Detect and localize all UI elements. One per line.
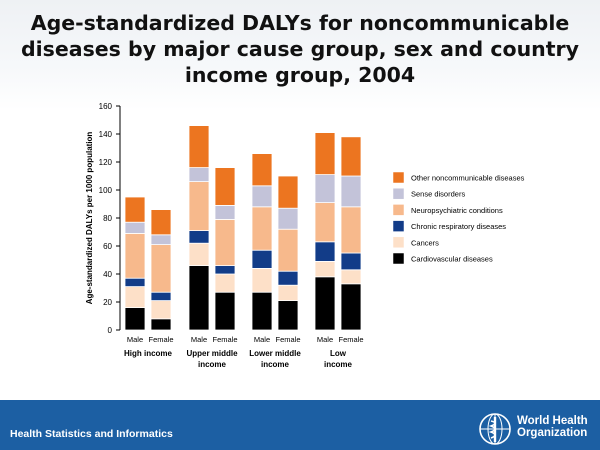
- bar-segment: [214, 204, 236, 220]
- legend-label: Cancers: [411, 238, 439, 247]
- bar-segment: [188, 230, 210, 244]
- y-tick-label: 20: [103, 298, 112, 307]
- bar-segment: [124, 307, 146, 331]
- group-label: High income: [124, 349, 173, 358]
- bar-segment: [214, 167, 236, 206]
- legend-swatch: [392, 171, 405, 184]
- bar-segment: [251, 206, 273, 251]
- bar-segment: [340, 252, 362, 271]
- bar-sex-label: Female: [275, 335, 300, 344]
- bar-segment: [340, 136, 362, 177]
- bar-segment: [314, 202, 336, 243]
- legend-swatch: [392, 220, 405, 232]
- bar-segment: [314, 241, 336, 262]
- bar-segment: [124, 286, 146, 309]
- bar-segment: [214, 273, 236, 293]
- stacked-bar-chart: 0 20 40 60 80 100 120 140 160 Age-standardized DA…: [85, 102, 525, 369]
- bar-segment: [340, 283, 362, 331]
- bar-segment: [277, 228, 299, 272]
- bar-segment: [150, 300, 172, 320]
- legend-label: Cardiovascular diseases: [411, 255, 493, 264]
- group-label: Lower middle: [249, 349, 301, 358]
- y-axis-label: Age-standardized DALYs per 1000 populati…: [85, 132, 94, 305]
- bar-segment: [188, 181, 210, 232]
- bar-sex-label: Female: [212, 335, 237, 344]
- y-tick-label: 40: [103, 270, 112, 279]
- legend-swatch: [392, 236, 405, 249]
- chart-title: Age-standardized DALYs for noncommunicab…: [20, 10, 580, 88]
- title-line-3: income group, 2004: [184, 63, 416, 87]
- group-label: Low: [330, 349, 347, 358]
- y-tick-label: 80: [103, 214, 112, 223]
- bar-segment: [214, 265, 236, 275]
- group-label: Upper middle: [186, 349, 238, 358]
- legend-swatch: [392, 252, 405, 265]
- bar-segment: [314, 260, 336, 278]
- bar-segment: [314, 174, 336, 204]
- bar-segment: [314, 132, 336, 176]
- bar-segment: [150, 318, 172, 331]
- who-organization-name: World Health Organization: [517, 415, 588, 439]
- legend-label: Neuropsychiatric conditions: [411, 206, 503, 215]
- y-tick-label: 140: [99, 130, 113, 139]
- bar-sex-label: Male: [254, 335, 270, 344]
- who-emblem-icon: [479, 413, 511, 445]
- bar-segment: [124, 232, 146, 279]
- bar-segment: [277, 175, 299, 209]
- footer-bar: [0, 400, 600, 450]
- who-name-line-2: Organization: [517, 427, 588, 439]
- bar-segment: [314, 276, 336, 331]
- bar-segment: [277, 300, 299, 331]
- bar-segment: [214, 218, 236, 266]
- bar-segment: [150, 244, 172, 293]
- bar-segment: [150, 291, 172, 302]
- footer-unit-label: Health Statistics and Informatics: [10, 428, 173, 440]
- bar-sex-label: Male: [317, 335, 333, 344]
- bar-sex-label: Male: [127, 335, 143, 344]
- bar-segment: [124, 221, 146, 234]
- who-name-line-1: World Health: [517, 415, 588, 427]
- y-tick-label: 60: [103, 242, 112, 251]
- bar-segment: [214, 291, 236, 331]
- legend-label: Chronic respiratory diseases: [411, 222, 506, 231]
- bar-segment: [251, 267, 273, 293]
- y-tick-label: 100: [99, 186, 113, 195]
- bar-segment: [277, 270, 299, 286]
- y-tick-label: 120: [99, 158, 113, 167]
- bar-segment: [150, 234, 172, 246]
- bar-segment: [188, 265, 210, 331]
- group-label: income: [261, 360, 290, 369]
- bar-segment: [124, 196, 146, 223]
- bar-segment: [277, 207, 299, 230]
- title-line-1: Age-standardized DALYs for noncommunicab…: [30, 11, 570, 35]
- bar-segment: [124, 277, 146, 288]
- bar-segment: [251, 153, 273, 187]
- bar-segment: [277, 284, 299, 302]
- bar-sex-label: Female: [338, 335, 363, 344]
- bar-segment: [340, 206, 362, 254]
- group-label: income: [198, 360, 227, 369]
- bar-sex-label: Male: [191, 335, 207, 344]
- legend-label: Other noncommunicable diseases: [411, 174, 525, 183]
- y-tick-label: 0: [108, 326, 113, 335]
- bar-segment: [150, 209, 172, 236]
- bar-segment: [188, 125, 210, 168]
- bar-segment: [251, 185, 273, 208]
- bar-sex-label: Female: [148, 335, 173, 344]
- legend-swatch: [392, 204, 405, 216]
- title-line-2: diseases by major cause group, sex and c…: [20, 37, 580, 61]
- world-map-background: [0, 0, 600, 110]
- bar-segment: [251, 291, 273, 331]
- group-label: income: [324, 360, 353, 369]
- bar-segment: [251, 249, 273, 269]
- y-tick-label: 160: [99, 102, 113, 111]
- bar-segment: [340, 269, 362, 285]
- bar-segment: [340, 175, 362, 208]
- bar-segment: [188, 167, 210, 183]
- legend-label: Sense disorders: [411, 190, 465, 199]
- bar-segment: [188, 242, 210, 266]
- legend-swatch: [392, 187, 405, 200]
